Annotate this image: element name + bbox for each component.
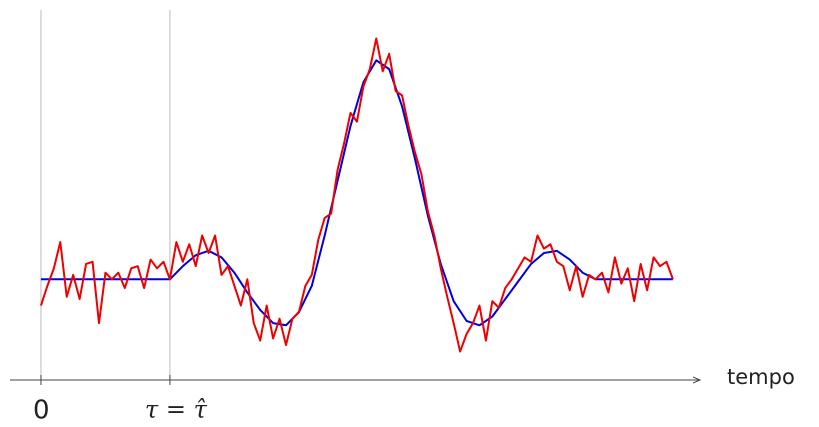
line-series xyxy=(40,37,674,353)
line-series xyxy=(40,59,673,327)
x-tick-label: 0 xyxy=(33,396,50,426)
x-axis-label: tempo xyxy=(727,365,795,389)
x-tick-label: τ = τ̂ xyxy=(145,396,208,424)
